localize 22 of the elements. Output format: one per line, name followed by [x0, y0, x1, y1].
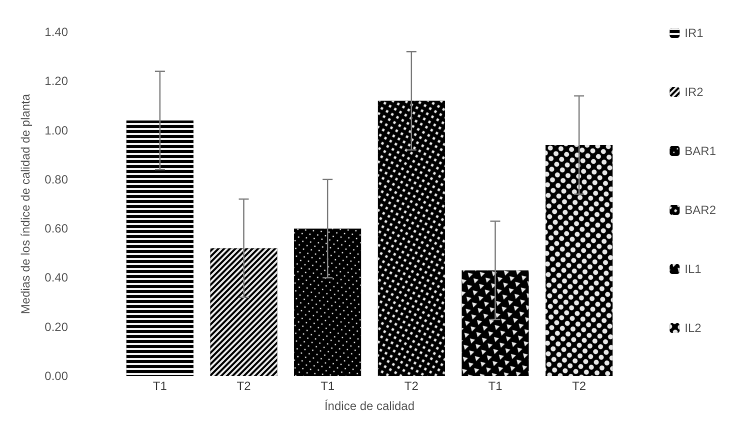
legend-label: IR2 — [684, 85, 704, 99]
x-tick-label: T2 — [572, 379, 586, 393]
legend-label: BAR2 — [684, 203, 716, 217]
legend-label: BAR1 — [684, 144, 716, 158]
legend-label: IL1 — [684, 262, 702, 276]
y-tick-label: 0.40 — [44, 270, 68, 285]
y-axis-title: Medias de los índice de calidad de planta — [18, 94, 33, 314]
legend-label: IR1 — [684, 26, 704, 40]
legend-label: IL2 — [684, 321, 702, 335]
x-tick-label: T1 — [152, 379, 168, 393]
x-tick-label: T1 — [488, 379, 503, 393]
x-axis-title: Índice de calidad — [324, 399, 415, 413]
y-tick-label: 0.80 — [44, 172, 68, 186]
y-tick-label: 1.20 — [44, 74, 68, 88]
x-tick-label: T1 — [320, 379, 335, 393]
y-tick-label: 0.00 — [44, 369, 68, 383]
x-tick-label: T2 — [404, 379, 419, 393]
x-tick-label: T2 — [236, 379, 252, 393]
y-tick-label: 1.40 — [44, 25, 68, 39]
y-tick-label: 1.00 — [44, 123, 68, 138]
y-tick-label: 0.20 — [44, 320, 68, 334]
y-tick-label: 0.60 — [44, 222, 68, 236]
